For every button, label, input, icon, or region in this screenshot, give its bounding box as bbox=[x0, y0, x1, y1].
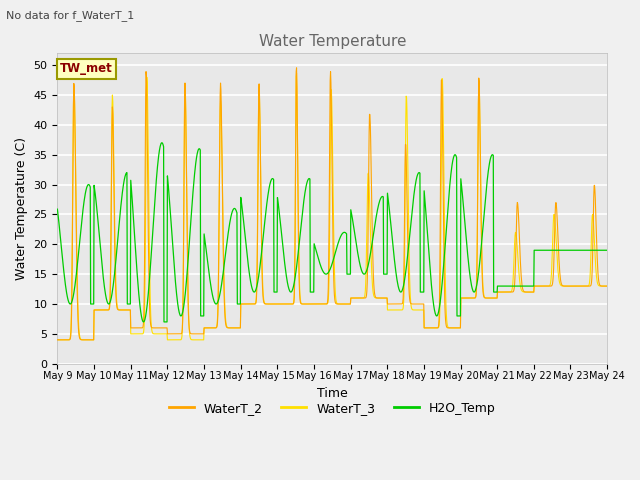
Text: TW_met: TW_met bbox=[60, 62, 113, 75]
Title: Water Temperature: Water Temperature bbox=[259, 34, 406, 49]
Text: No data for f_WaterT_1: No data for f_WaterT_1 bbox=[6, 10, 134, 21]
X-axis label: Time: Time bbox=[317, 387, 348, 400]
Legend: WaterT_2, WaterT_3, H2O_Temp: WaterT_2, WaterT_3, H2O_Temp bbox=[164, 396, 501, 420]
Y-axis label: Water Temperature (C): Water Temperature (C) bbox=[15, 137, 28, 280]
